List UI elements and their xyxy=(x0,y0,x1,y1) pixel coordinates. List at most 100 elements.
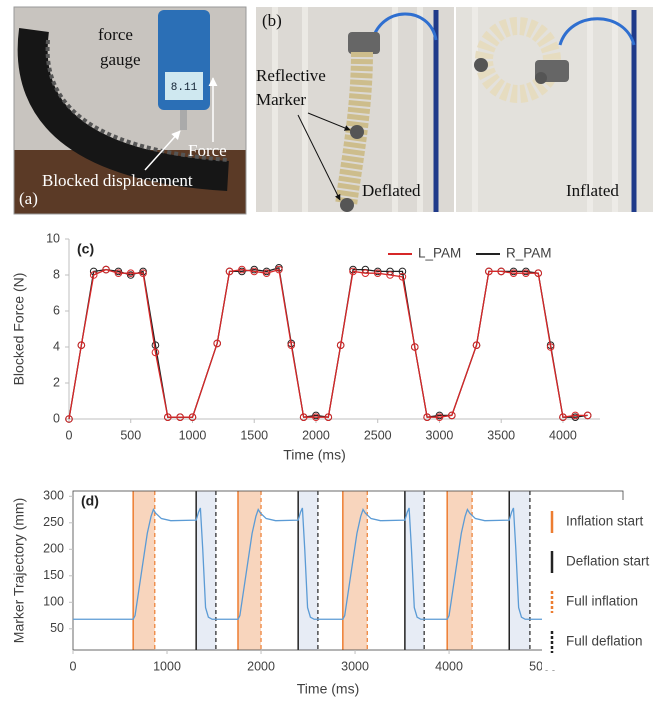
charts: 0 500 1000 1500 2000 2500 3000 3500 40000246810T… xyxy=(11,231,667,697)
data-point xyxy=(472,341,481,350)
data-point xyxy=(522,269,530,278)
data-point xyxy=(312,413,320,422)
marker-label: Reflective xyxy=(256,66,326,85)
data-point xyxy=(102,265,110,274)
gauge-reading: 8.11 xyxy=(171,82,198,94)
x-tick-label: 1000 xyxy=(153,659,181,673)
event-band xyxy=(133,491,155,650)
y-tick-label: 200 xyxy=(43,542,64,556)
data-point xyxy=(114,269,123,278)
data-point xyxy=(398,273,407,281)
x-axis-title: Time (ms) xyxy=(297,681,359,697)
data-point xyxy=(77,341,86,350)
data-point xyxy=(287,341,296,350)
gauge-label: force xyxy=(98,25,133,44)
series-line xyxy=(68,266,588,420)
data-point xyxy=(423,413,431,422)
data-point xyxy=(361,269,370,278)
data-point xyxy=(126,269,135,278)
x-tick-label: 3500 xyxy=(487,428,515,442)
data-point xyxy=(65,415,73,423)
y-tick-label: 50 xyxy=(50,621,64,635)
x-tick-label: 0 xyxy=(66,428,73,442)
y-tick-label: 300 xyxy=(43,489,64,503)
photo-a: 8.11 force gauge Force Blocked displacem… xyxy=(13,6,247,215)
x-axis-title: Time (ms) xyxy=(283,447,345,463)
data-point xyxy=(559,413,567,422)
legend-label: Deflation start xyxy=(566,554,650,569)
data-point xyxy=(386,271,394,279)
x-tick-label: 2000 xyxy=(302,428,330,442)
data-point xyxy=(213,339,221,348)
data-point xyxy=(448,411,456,420)
legend-label: Full inflation xyxy=(566,594,638,609)
y-axis-title: Blocked Force (N) xyxy=(11,273,27,386)
event-band xyxy=(342,491,368,650)
deflated-label: Deflated xyxy=(362,181,421,200)
x-tick-label: 1500 xyxy=(240,428,268,442)
y-tick-label: 6 xyxy=(53,303,60,317)
x-tick-label: 4000 xyxy=(435,659,463,673)
x-tick-label: 500 xyxy=(120,428,141,442)
y-tick-label: 150 xyxy=(43,568,64,582)
panel-label: (a) xyxy=(19,189,38,208)
data-point xyxy=(176,413,184,422)
data-point xyxy=(188,413,197,422)
data-point xyxy=(410,343,419,351)
photo-b: (b) Reflective Marker Deflated Inflated xyxy=(256,7,653,212)
legend-label: R_PAM xyxy=(506,246,552,261)
event-band xyxy=(509,491,530,650)
legend-label: Full deflation xyxy=(566,634,643,649)
force-label: Force xyxy=(188,141,227,160)
displacement-label: Blocked displacement xyxy=(42,171,193,190)
legend-background xyxy=(542,500,667,670)
event-band xyxy=(298,491,318,650)
x-tick-label: 4000 xyxy=(549,428,577,442)
inflated-label: Inflated xyxy=(566,181,619,200)
y-tick-label: 100 xyxy=(43,595,64,609)
data-point xyxy=(583,411,592,420)
data-point xyxy=(571,411,580,420)
data-point xyxy=(398,267,407,276)
legend-label: Inflation start xyxy=(566,514,644,529)
x-tick-label: 3000 xyxy=(341,659,369,673)
data-point xyxy=(349,267,357,276)
y-axis-title: Marker Trajectory (mm) xyxy=(11,498,27,643)
data-point xyxy=(139,269,147,278)
data-point xyxy=(275,265,283,274)
event-band xyxy=(447,491,473,650)
x-tick-label: 0 xyxy=(70,659,77,673)
data-point xyxy=(497,267,506,276)
data-point xyxy=(89,271,98,279)
event-band xyxy=(404,491,425,650)
data-point xyxy=(250,267,259,276)
event-band xyxy=(196,491,216,650)
data-point xyxy=(509,269,518,278)
data-point xyxy=(225,267,234,276)
data-point xyxy=(299,413,308,422)
x-tick-label: 2000 xyxy=(247,659,275,673)
event-band xyxy=(238,491,262,650)
x-tick-label: 1000 xyxy=(179,428,207,442)
x-tick-label: 3000 xyxy=(426,428,454,442)
y-tick-label: 250 xyxy=(43,515,64,529)
y-tick-label: 10 xyxy=(46,231,60,245)
y-tick-label: 4 xyxy=(53,339,60,353)
panel-label: (d) xyxy=(81,493,99,509)
y-tick-label: 8 xyxy=(53,267,60,281)
data-point xyxy=(151,348,160,357)
data-point xyxy=(485,267,493,276)
gauge-label: gauge xyxy=(100,50,141,69)
data-point xyxy=(546,343,555,351)
data-point xyxy=(373,269,382,278)
data-point xyxy=(262,269,271,278)
panel-label: (c) xyxy=(77,241,94,257)
data-point xyxy=(435,413,444,422)
series-line xyxy=(73,507,546,620)
data-point xyxy=(163,413,172,422)
data-point xyxy=(336,341,345,350)
marker-label: Marker xyxy=(256,90,306,109)
data-point xyxy=(324,413,333,422)
